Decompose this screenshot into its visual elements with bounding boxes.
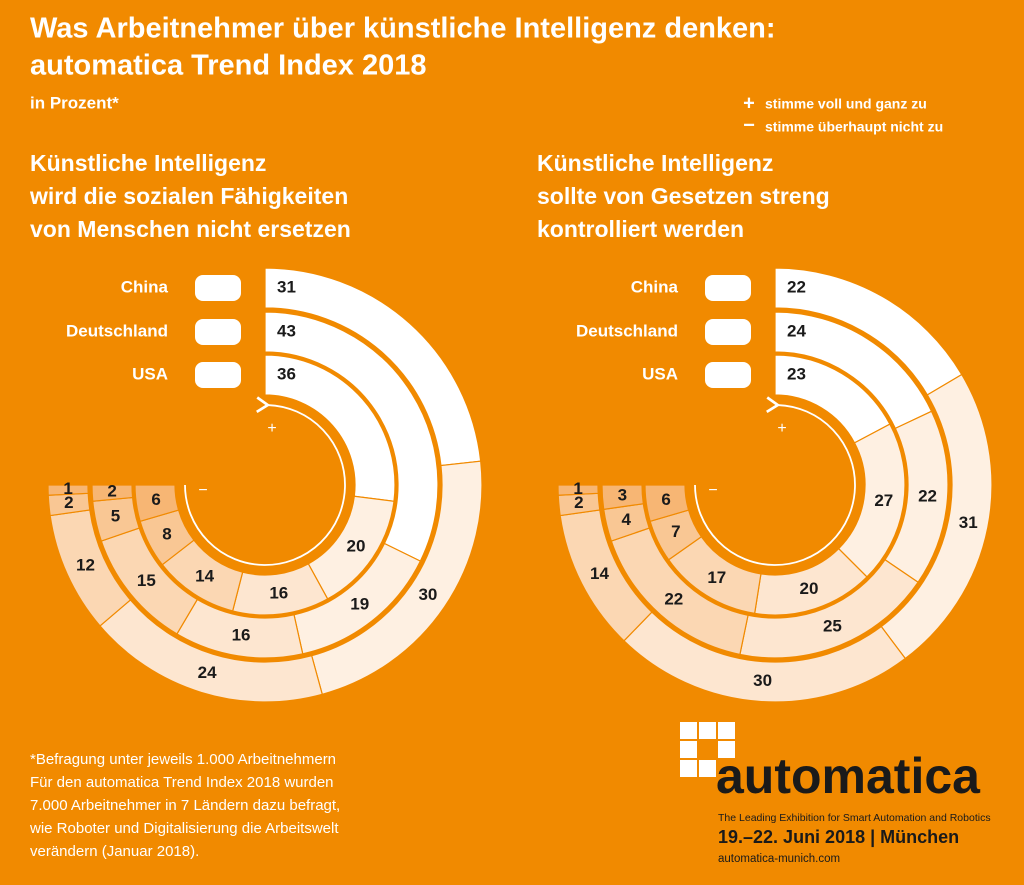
footnote-line: verändern (Januar 2018). <box>30 843 199 860</box>
radial-chart: Künstliche Intelligenz wird die sozialen … <box>29 150 483 703</box>
footnote-line: 7.000 Arbeitnehmer in 7 Ländern dazu bef… <box>30 797 340 814</box>
country-label: Deutschland <box>66 321 168 340</box>
country-icon <box>195 319 241 345</box>
segment-label: 15 <box>137 571 156 590</box>
segment-label: 24 <box>787 321 806 340</box>
direction-arrow <box>694 396 856 566</box>
segment-label: 6 <box>661 490 670 509</box>
direction-minus: − <box>708 482 717 499</box>
logo-square <box>718 722 735 739</box>
logo-square <box>718 741 735 758</box>
segment-label: 24 <box>198 663 217 682</box>
segment-label: 23 <box>787 364 806 383</box>
logo-dates: 19.–22. Juni 2018 | München <box>718 827 959 847</box>
segment-label: 14 <box>590 564 609 583</box>
segment-label: 30 <box>753 671 772 690</box>
chart-title: Künstliche Intelligenz <box>30 150 266 176</box>
logo-square <box>680 722 697 739</box>
country-icon <box>705 275 751 301</box>
segment-label: 2 <box>64 493 73 512</box>
legend-symbol: + <box>743 92 755 114</box>
logo-square <box>680 741 697 758</box>
chart-title: Künstliche Intelligenz <box>537 150 773 176</box>
direction-minus: − <box>198 482 207 499</box>
segment-label: 8 <box>162 524 171 543</box>
legend-label: stimme voll und ganz zu <box>765 96 927 112</box>
chart-title: sollte von Gesetzen streng <box>537 183 830 209</box>
ring-segment <box>557 484 599 496</box>
legend-symbol: − <box>743 114 755 136</box>
segment-label: 14 <box>195 566 214 585</box>
country-label: Deutschland <box>576 321 678 340</box>
country-icon <box>195 275 241 301</box>
direction-arrow <box>184 396 346 566</box>
segment-label: 12 <box>76 556 95 575</box>
title: Was Arbeitnehmer über künstliche Intelli… <box>30 13 776 45</box>
footnote-line: Für den automatica Trend Index 2018 wurd… <box>30 774 334 791</box>
segment-label: 2 <box>107 482 116 501</box>
segment-label: 20 <box>800 579 819 598</box>
footnote: *Befragung unter jeweils 1.000 Arbeitneh… <box>29 751 340 860</box>
segment-label: 43 <box>277 321 296 340</box>
direction-plus: + <box>267 420 276 437</box>
segment-label: 3 <box>618 485 627 504</box>
ring-segment <box>601 484 645 511</box>
radial-chart: Künstliche Intelligenz sollte von Gesetze… <box>537 150 993 703</box>
title: automatica Trend Index 2018 <box>30 50 426 82</box>
segment-label: 4 <box>621 510 631 529</box>
chart-title: kontrolliert werden <box>537 216 744 242</box>
chart-title: wird die sozialen Fähigkeiten <box>29 183 348 209</box>
logo-square <box>680 760 697 777</box>
ring-segment <box>644 484 690 523</box>
segment-label: 30 <box>418 585 437 604</box>
segment-label: 1 <box>63 479 72 498</box>
country-label: China <box>631 277 679 296</box>
segment-label: 36 <box>277 364 296 383</box>
segment-label: 22 <box>918 486 937 505</box>
ring-segment <box>91 484 134 502</box>
segment-label: 31 <box>277 277 296 296</box>
legend-label: stimme überhaupt nicht zu <box>765 119 943 135</box>
logo-square <box>699 722 716 739</box>
direction-plus: + <box>777 420 786 437</box>
logo-square <box>699 760 716 777</box>
country-icon <box>705 319 751 345</box>
segment-label: 19 <box>350 595 369 614</box>
country-label: China <box>121 277 169 296</box>
segment-label: 16 <box>269 584 288 603</box>
logo-url: automatica-munich.com <box>718 853 840 865</box>
segment-label: 1 <box>573 479 582 498</box>
segment-label: 31 <box>959 513 978 532</box>
segment-label: 2 <box>574 493 583 512</box>
segment-label: 17 <box>707 568 726 587</box>
country-label: USA <box>132 364 168 383</box>
logo-tagline: The Leading Exhibition for Smart Automat… <box>718 812 991 824</box>
segment-label: 7 <box>671 522 680 541</box>
segment-label: 22 <box>787 277 806 296</box>
segment-label: 27 <box>874 491 893 510</box>
country-label: USA <box>642 364 678 383</box>
footnote-line: *Befragung unter jeweils 1.000 Arbeitneh… <box>30 751 336 768</box>
country-icon <box>705 362 751 388</box>
segment-label: 25 <box>823 616 842 635</box>
logo: automatica The Leading Exhibition for Sm… <box>680 722 991 865</box>
ring-segment <box>47 484 89 496</box>
segment-label: 20 <box>347 536 366 555</box>
segment-label: 22 <box>664 589 683 608</box>
ring-segment <box>134 484 180 523</box>
country-icon <box>195 362 241 388</box>
segment-label: 6 <box>151 490 160 509</box>
logo-name: automatica <box>716 748 981 804</box>
subtitle: in Prozent* <box>30 93 119 112</box>
segment-label: 16 <box>232 626 251 645</box>
chart-title: von Menschen nicht ersetzen <box>30 216 351 242</box>
footnote-line: wie Roboter und Digitalisierung die Arbe… <box>29 820 339 837</box>
segment-label: 5 <box>111 507 120 526</box>
